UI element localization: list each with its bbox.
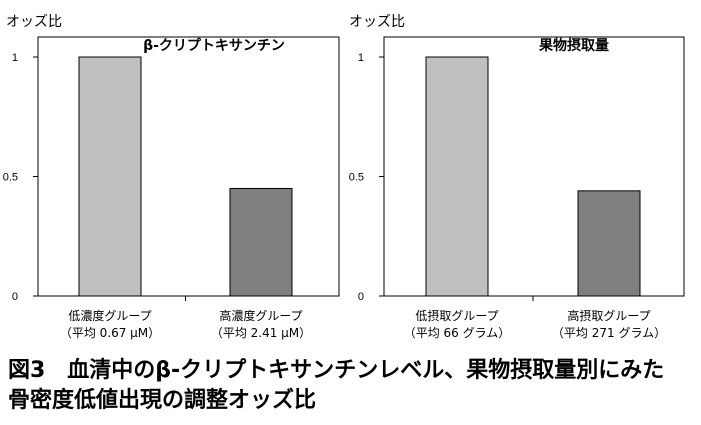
chart1-y-tick-label: 1 — [12, 52, 18, 64]
chart1-y-tick-label: 0 — [12, 291, 18, 303]
chart1-x-tick-label-2-line1: 高濃度グループ — [219, 308, 302, 323]
chart2-x-tick-label-2-line1: 高摂取グループ — [567, 308, 650, 323]
caption-line-1: 図3 血清中のβ-クリプトキサンチンレベル、果物摂取量別にみた — [8, 358, 665, 383]
chart2-x-tick-label-2-line2: （平均 271 グラム） — [552, 326, 666, 340]
figure-caption: 図3 血清中のβ-クリプトキサンチンレベル、果物摂取量別にみた 骨密度低値出現の… — [8, 356, 698, 416]
caption-line-2: 骨密度低値出現の調整オッズ比 — [8, 388, 317, 413]
chart1-x-tick-label-1-line2: （平均 0.67 μM） — [60, 326, 160, 340]
chart1-y-axis-label: オッズ比 — [6, 14, 62, 30]
chart2-bar-1 — [425, 56, 489, 297]
chart2-x-tick-label-1-line2: （平均 66 グラム） — [404, 326, 511, 340]
chart1-x-tick-label-2-line2: （平均 2.41 μM） — [211, 326, 311, 340]
chart1-plot-frame — [37, 36, 340, 297]
chart1-title: β-クリプトキサンチン — [143, 38, 285, 54]
chart2-y-tick-label: 0.5 — [349, 172, 364, 184]
chart1-bar-2 — [229, 187, 293, 297]
chart2-y-tick-label: 1 — [358, 52, 364, 64]
chart2-title: 果物摂取量 — [538, 37, 609, 54]
chart2-y-tick-label: 0 — [358, 291, 364, 303]
chart1-x-tick-label-1-line1: 低濃度グループ — [68, 308, 151, 323]
chart2-y-axis-label: オッズ比 — [349, 14, 405, 30]
chart2-bar-2 — [577, 190, 641, 297]
chart1-bar-1 — [78, 56, 142, 297]
chart2-x-tick-label-1-line1: 低摂取グループ — [415, 308, 498, 323]
figure-charts: オッズ比 β-クリプトキサンチン 0 0.5 1 低濃度グループ （平均 0.67 μM） 高… — [3, 14, 685, 340]
chart1-y-tick-label: 0.5 — [3, 172, 18, 184]
chart2-plot-frame — [383, 36, 685, 297]
